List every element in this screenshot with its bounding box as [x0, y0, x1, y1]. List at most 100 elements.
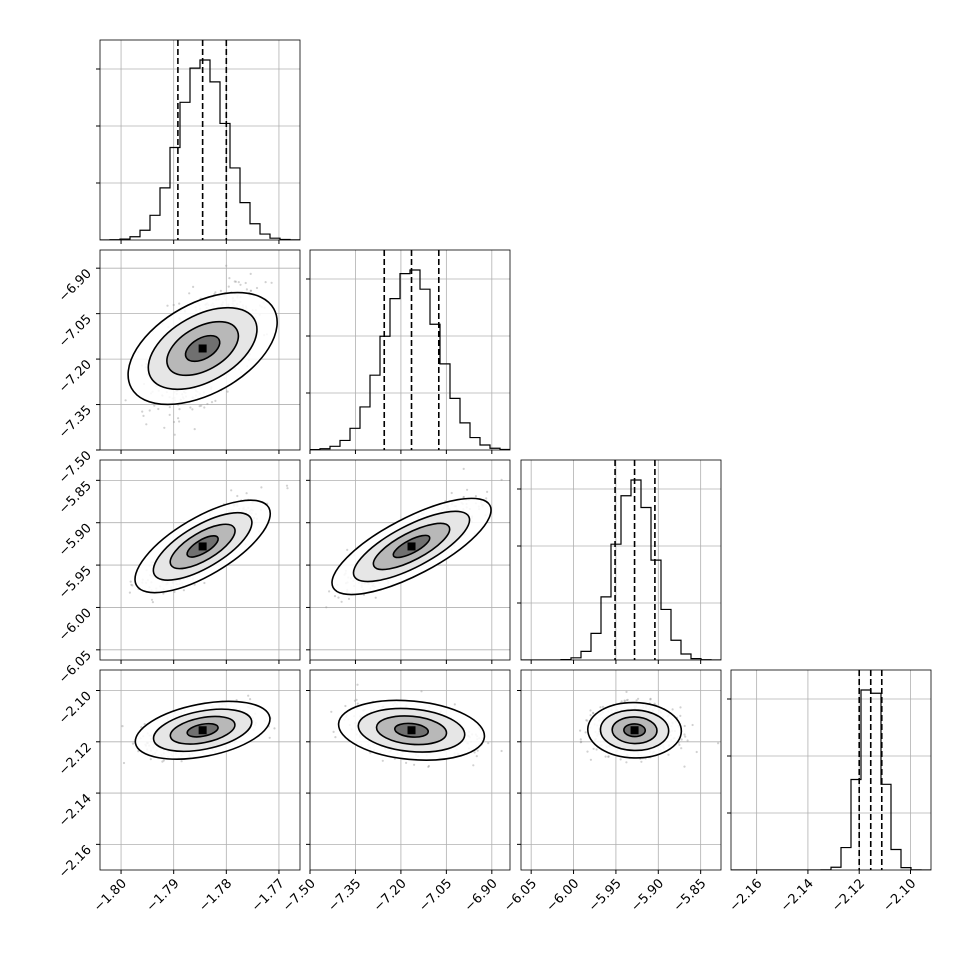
y-tick-label: −2.10 [56, 689, 95, 728]
density-peak [407, 542, 416, 551]
scatter-point [619, 758, 622, 761]
scatter-point [353, 699, 356, 702]
scatter-point [141, 410, 144, 413]
scatter-point [178, 420, 181, 423]
scatter-point [334, 736, 337, 739]
scatter-point [678, 743, 681, 746]
scatter-point [695, 750, 698, 754]
scatter-point [333, 595, 337, 598]
x-tick-label: −5.95 [586, 876, 625, 915]
scatter-point [680, 747, 683, 750]
y-tick-label: −7.05 [56, 312, 95, 351]
scatter-point [586, 719, 589, 722]
scatter-point [161, 760, 164, 763]
scatter-point [592, 712, 595, 715]
scatter-point [206, 402, 209, 406]
scatter-point [623, 700, 626, 703]
scatter-point [584, 731, 587, 734]
scatter-point [153, 404, 156, 407]
y-tick-label: −5.90 [56, 521, 95, 560]
scatter-point [473, 751, 476, 754]
scatter-point [679, 714, 682, 717]
panel-frame [99, 39, 301, 241]
scatter-point [684, 735, 687, 738]
histogram-3 [731, 689, 931, 870]
scatter-point [635, 699, 638, 702]
scatter-point [599, 706, 602, 709]
scatter-point [340, 600, 343, 603]
scatter-point [182, 589, 185, 592]
scatter-point [625, 699, 628, 702]
scatter-point [124, 399, 127, 402]
scatter-point [203, 581, 206, 585]
scatter-point [667, 753, 670, 756]
scatter-point [172, 303, 175, 307]
scatter-point [356, 702, 359, 705]
x-tick-label: −5.85 [671, 876, 710, 915]
scatter-point [233, 280, 236, 283]
y-tick-label: −7.20 [56, 357, 95, 396]
x-tick-label: −1.79 [144, 876, 183, 915]
panel-0-0 [96, 39, 301, 244]
scatter-point [347, 597, 351, 600]
x-tick-label: −1.80 [91, 876, 130, 915]
scatter-point [245, 288, 248, 291]
scatter-point [177, 417, 180, 420]
scatter-point [285, 484, 289, 487]
scatter-point [122, 761, 126, 765]
scatter-point [249, 272, 252, 275]
x-tick-label: −7.35 [326, 876, 365, 915]
scatter-point [580, 740, 583, 743]
scatter-point [474, 495, 477, 498]
scatter-point [166, 304, 169, 307]
histogram-1 [310, 269, 510, 450]
scatter-point [193, 428, 196, 431]
scatter-point [579, 729, 582, 732]
scatter-point [487, 742, 490, 745]
scatter-point [172, 420, 176, 424]
scatter-point [142, 414, 145, 417]
scatter-point [500, 749, 503, 753]
scatter-point [649, 698, 652, 701]
x-tick-label: −1.78 [196, 876, 235, 915]
scatter-point [180, 760, 183, 763]
scatter-point [586, 750, 589, 753]
scatter-point [131, 584, 134, 587]
scatter-point [717, 742, 720, 745]
scatter-point [131, 742, 135, 745]
scatter-point [273, 727, 276, 730]
scatter-point [344, 704, 347, 708]
scatter-point [595, 748, 598, 751]
scatter-point [198, 405, 201, 408]
y-tick-label: −6.00 [56, 606, 95, 645]
scatter-point [637, 697, 640, 700]
scatter-point [227, 285, 230, 288]
x-tick-label: −7.50 [280, 876, 319, 915]
scatter-point [255, 286, 259, 290]
panel-1-0: −7.50 −7.35 −7.20 −7.05 −6.90 [56, 249, 301, 487]
scatter-point [157, 407, 160, 411]
y-tick-label: −2.16 [56, 843, 95, 882]
y-tick-label: −2.14 [56, 791, 95, 830]
scatter-point [244, 281, 247, 285]
scatter-point [649, 697, 652, 700]
y-tick-label: −6.90 [56, 266, 95, 305]
scatter-point [427, 765, 430, 768]
scatter-point [607, 755, 610, 758]
panel-3-1: −7.50 −7.35 −7.20 −7.05 −6.90 [280, 669, 511, 915]
panel-frame [309, 249, 511, 451]
scatter-point [601, 705, 605, 708]
y-tick-label: −6.05 [56, 648, 95, 687]
scatter-point [128, 591, 131, 594]
scatter-point [589, 709, 592, 712]
x-tick-label: −2.12 [829, 876, 868, 915]
density-peak [198, 726, 207, 735]
scatter-point [413, 763, 416, 766]
scatter-point [332, 730, 335, 733]
x-tick-label: −6.00 [544, 876, 583, 915]
scatter-point [121, 725, 124, 728]
scatter-point [178, 408, 181, 411]
scatter-point [589, 758, 592, 761]
scatter-point [453, 703, 456, 706]
scatter-point [325, 606, 328, 609]
